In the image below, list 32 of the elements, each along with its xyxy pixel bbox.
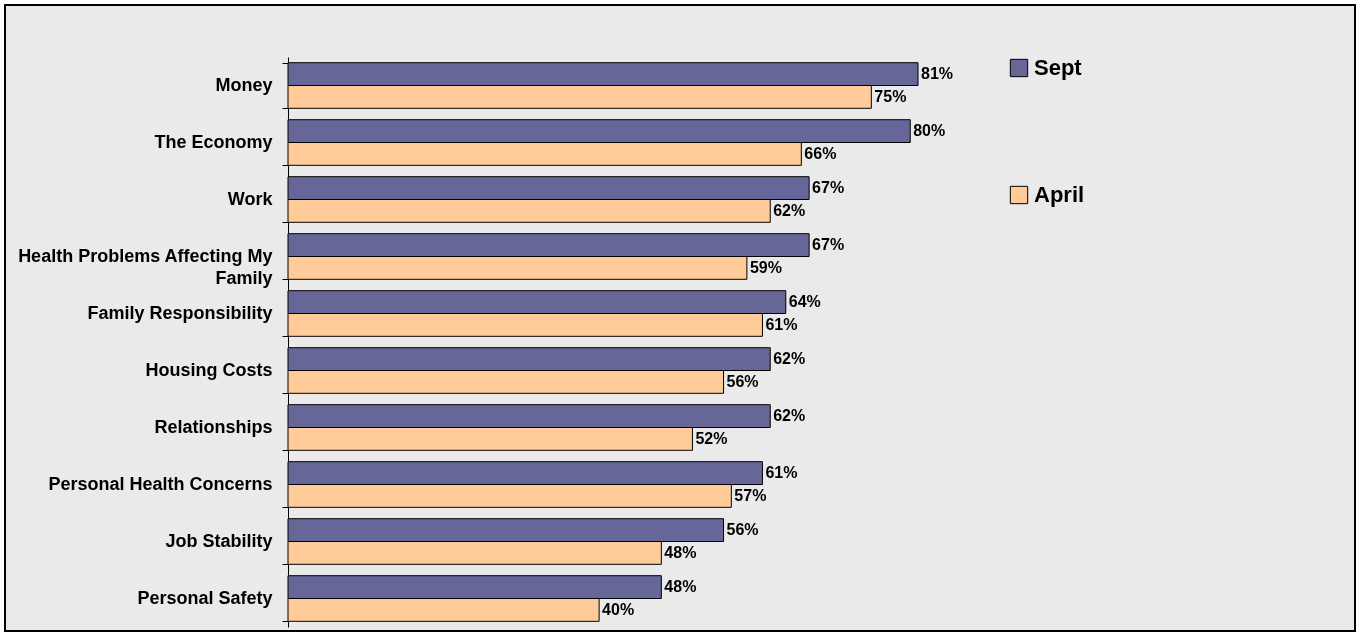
data-label: 57% [734,486,767,504]
y-tick-label: The Economy [154,132,273,152]
data-label: 75% [874,87,907,105]
y-tick-label: Personal Health Concerns [48,474,273,494]
data-label: 62% [773,201,806,219]
data-label: 56% [726,521,759,539]
data-label: 81% [921,65,954,83]
y-tick-label: Housing Costs [145,360,273,380]
data-label: 52% [695,429,728,447]
data-label: 67% [812,179,845,197]
y-tick-label: Job Stability [165,531,273,551]
data-label: 61% [765,464,798,482]
data-label: 48% [664,543,697,561]
y-tick-label: Work [227,189,274,209]
legend-label: Sept [1034,55,1083,80]
data-label: 64% [788,293,821,311]
data-label: 56% [726,372,759,390]
data-label: 67% [812,236,845,254]
data-label: 80% [913,122,946,140]
data-label: 62% [773,350,806,368]
data-label: 61% [765,315,798,333]
data-label: 48% [664,578,697,596]
y-tick-label: Money [215,75,273,95]
y-tick-label: Health Problems Affecting My Family [18,246,273,288]
data-label: 40% [602,600,635,618]
data-label: 62% [773,407,806,425]
legend-label: April [1034,182,1085,207]
y-tick-label: Relationships [154,417,273,437]
y-tick-label: Personal Safety [137,588,273,608]
y-tick-label: Family Responsibility [87,303,273,323]
data-label: 59% [749,258,782,276]
data-label: 66% [804,144,837,162]
